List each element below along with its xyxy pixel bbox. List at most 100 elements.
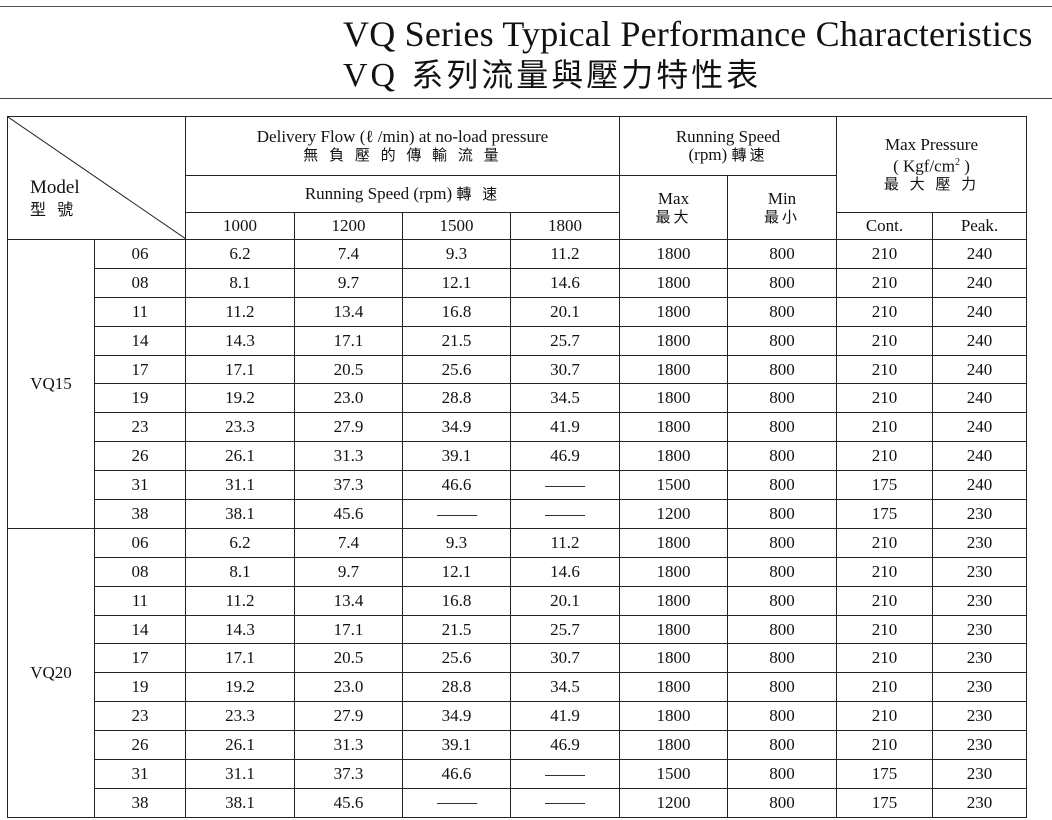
- cell-pressure-cont: 210: [836, 383, 933, 414]
- cell-pressure-cont: 175: [836, 470, 933, 501]
- cell-speed-min: 800: [727, 759, 837, 789]
- running-speed-subheader: Running Speed (rpm) 轉 速: [185, 175, 620, 213]
- cell-flow-1000: 8.1: [185, 267, 295, 298]
- cell-size: 17: [94, 643, 186, 674]
- cell-size: 08: [94, 267, 186, 298]
- header-row-1: Model 型 號 Delivery Flow (ℓ /min) at no-l…: [7, 116, 1027, 240]
- max-pressure-unit: ( Kgf/cm2 ): [837, 154, 1026, 176]
- cell-size: 23: [94, 412, 186, 443]
- cell-flow-1500: 46.6: [402, 470, 511, 501]
- cell-speed-max: 1800: [619, 296, 728, 327]
- cell-pressure-cont: 175: [836, 759, 933, 789]
- cell-flow-1800: 46.9: [510, 441, 620, 472]
- model-header-cell: Model 型 號: [7, 116, 186, 240]
- table-row: VQ20 06 6.2 7.4 9.3 11.2 1800 800 210 230: [7, 527, 1027, 818]
- cell-flow-1200: 17.1: [294, 325, 403, 356]
- cell-flow-1500: 9.3: [402, 527, 511, 558]
- cell-pressure-peak: 240: [932, 296, 1027, 327]
- cell-size: 31: [94, 759, 186, 789]
- cell-pressure-cont: 210: [836, 643, 933, 674]
- cell-flow-1500: 28.8: [402, 672, 511, 703]
- cell-pressure-peak: 240: [932, 239, 1027, 269]
- header-row-3: 1000 1200 1500 1800 Cont. Peak.: [8, 212, 1027, 240]
- cell-pressure-peak: 230: [932, 701, 1027, 732]
- cell-flow-1800: 41.9: [510, 412, 620, 443]
- cell-pressure-peak: 240: [932, 354, 1027, 385]
- cell-speed-max: 1800: [619, 730, 728, 761]
- running-speed-header: Running Speed (rpm) 轉速: [619, 116, 837, 176]
- cell-speed-max: 1800: [619, 325, 728, 356]
- table-row: 14 14.3 17.1 21.5 25.7 1800 800 210 230: [8, 614, 1027, 645]
- no-value-dash: [436, 803, 477, 805]
- cell-speed-max: 1500: [619, 759, 728, 789]
- cell-flow-1800: [510, 759, 620, 789]
- cell-flow-1000: 23.3: [185, 701, 295, 732]
- cell-pressure-cont: 210: [836, 527, 933, 558]
- cell-flow-1800: [510, 787, 620, 818]
- cell-flow-1000: 38.1: [185, 499, 295, 529]
- cell-size: 31: [94, 470, 186, 501]
- cell-flow-1500: 28.8: [402, 383, 511, 414]
- running-speed-unit: (rpm): [688, 145, 728, 164]
- cell-flow-1800: 30.7: [510, 354, 620, 385]
- cell-speed-max: 1800: [619, 441, 728, 472]
- running-speed-zh: 轉速: [731, 146, 768, 164]
- table-body: VQ15 06 6.2 7.4 9.3 11.2 1800 800 210 240 08 8.1 9.7…: [7, 239, 1027, 818]
- cell-speed-min: 800: [727, 296, 837, 327]
- cell-flow-1800: 41.9: [510, 701, 620, 732]
- cell-pressure-peak: 230: [932, 787, 1027, 818]
- cell-speed-max: 1800: [619, 267, 728, 298]
- max-en: Max: [657, 188, 690, 208]
- cell-pressure-cont: 175: [836, 787, 933, 818]
- cell-speed-max: 1800: [619, 239, 728, 269]
- min-en: Min: [767, 188, 797, 208]
- table-row: 38 38.1 45.6 1200 800 175 230: [8, 499, 1027, 529]
- table-row: 11 11.2 13.4 16.8 20.1 1800 800 210 230: [8, 585, 1027, 616]
- page-title: VQ Series Typical Performance Characteri…: [343, 14, 1048, 95]
- running-speed-sub-zh: 轉 速: [456, 185, 501, 203]
- peak-header: Peak.: [932, 212, 1027, 240]
- cell-pressure-peak: 230: [932, 585, 1027, 616]
- cell-speed-min: 800: [727, 412, 837, 443]
- cell-flow-1000: 23.3: [185, 412, 295, 443]
- cont-header: Cont.: [836, 212, 933, 240]
- cell-flow-1500: 34.9: [402, 412, 511, 443]
- header-rule: [0, 98, 1052, 99]
- cell-flow-1200: 23.0: [294, 672, 403, 703]
- no-value-dash: [545, 803, 585, 805]
- diagonal-line: [8, 117, 186, 239]
- cell-speed-max: 1800: [619, 701, 728, 732]
- running-speed-unit-line: (rpm) 轉速: [620, 145, 836, 165]
- table-row: 31 31.1 37.3 46.6 1500 800 175 230: [8, 759, 1027, 789]
- cell-flow-1500: 39.1: [402, 441, 511, 472]
- cell-flow-1800: 46.9: [510, 730, 620, 761]
- cell-speed-max: 1800: [619, 614, 728, 645]
- cell-flow-1500: 16.8: [402, 296, 511, 327]
- cell-flow-1200: 17.1: [294, 614, 403, 645]
- max-pressure-unit-b: ): [959, 156, 970, 176]
- delivery-flow-zh: 無 負 壓 的 傳 輸 流 量: [303, 146, 502, 164]
- cell-flow-1200: 27.9: [294, 412, 403, 443]
- cell-flow-1000: 31.1: [185, 759, 295, 789]
- no-value-dash: [436, 514, 477, 516]
- no-value-dash: [545, 514, 585, 516]
- cell-flow-1800: 11.2: [510, 527, 620, 558]
- cell-pressure-peak: 240: [932, 470, 1027, 501]
- cell-pressure-cont: 210: [836, 412, 933, 443]
- cell-speed-min: 800: [727, 325, 837, 356]
- table-row: 26 26.1 31.3 39.1 46.9 1800 800 210 230: [8, 730, 1027, 761]
- cell-pressure-cont: 210: [836, 267, 933, 298]
- cell-size: 23: [94, 701, 186, 732]
- cell-flow-1200: 20.5: [294, 354, 403, 385]
- cell-size: 06: [94, 527, 186, 558]
- cell-flow-1800: 14.6: [510, 556, 620, 587]
- no-value-dash: [545, 774, 585, 776]
- cell-pressure-cont: 210: [836, 441, 933, 472]
- cell-pressure-cont: 210: [836, 672, 933, 703]
- cell-pressure-peak: 240: [932, 383, 1027, 414]
- cell-flow-1800: 25.7: [510, 614, 620, 645]
- cell-flow-1200: 13.4: [294, 585, 403, 616]
- cell-flow-1200: 37.3: [294, 470, 403, 501]
- title-chinese: VQ 系列流量與壓力特性表: [343, 56, 1048, 95]
- cell-flow-1000: 19.2: [185, 672, 295, 703]
